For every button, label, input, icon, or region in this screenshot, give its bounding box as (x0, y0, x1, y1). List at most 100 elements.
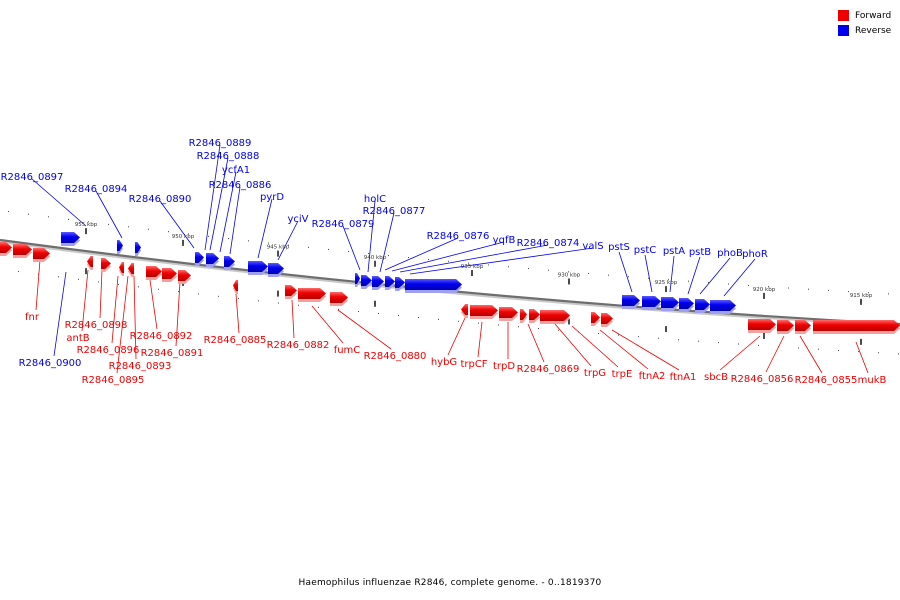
gene-label[interactable]: R2846_0882 (267, 340, 330, 351)
forward-gene[interactable] (520, 309, 527, 320)
gene-label[interactable]: pstA (663, 246, 685, 257)
gene-label[interactable]: R2846_0898 (65, 320, 128, 331)
gene-label[interactable]: R2846_0888 (197, 151, 260, 162)
forward-gene[interactable] (540, 310, 570, 321)
gene-label[interactable]: trpD (493, 361, 515, 372)
reverse-gene[interactable] (206, 253, 219, 264)
reverse-gene[interactable] (710, 300, 736, 311)
gene-label[interactable]: R2846_0885 (204, 335, 267, 346)
leader-line (209, 157, 229, 251)
reverse-gene[interactable] (117, 240, 123, 251)
reverse-gene[interactable] (361, 275, 372, 286)
gene-label[interactable]: holC (364, 194, 386, 205)
forward-gene[interactable] (162, 268, 177, 279)
reverse-gene[interactable] (695, 299, 710, 310)
gene-label[interactable]: R2846_0894 (65, 184, 128, 195)
gene-label[interactable]: R2846_0889 (189, 138, 252, 149)
gene-label[interactable]: R2846_0880 (364, 351, 427, 362)
gene-label[interactable]: R2846_0869 (517, 364, 580, 375)
gene-label[interactable]: trpCF (460, 359, 487, 370)
frame-dot (828, 289, 829, 291)
forward-gene[interactable] (87, 256, 93, 267)
gene-label[interactable]: pstB (689, 247, 711, 258)
frame-dot (648, 277, 649, 279)
gene-label[interactable]: trpE (612, 369, 633, 380)
reverse-gene[interactable] (372, 276, 384, 287)
reverse-gene[interactable] (355, 273, 360, 284)
forward-gene[interactable] (499, 307, 518, 318)
forward-gene[interactable] (529, 309, 540, 320)
forward-gene[interactable] (813, 320, 900, 331)
forward-gene[interactable] (461, 304, 468, 315)
forward-gene[interactable] (101, 258, 111, 269)
frame-dot (728, 283, 729, 285)
forward-gene[interactable] (128, 263, 134, 274)
gene-label[interactable]: fnr (25, 312, 40, 323)
gene-label[interactable]: R2846_0892 (130, 331, 193, 342)
forward-gene[interactable] (591, 312, 600, 323)
forward-gene[interactable] (0, 242, 12, 253)
gene-label[interactable]: R2846_0879 (312, 219, 375, 230)
reverse-gene[interactable] (268, 263, 284, 274)
frame-dot (18, 271, 19, 273)
gene-label[interactable]: pstS (608, 242, 630, 253)
forward-gene[interactable] (298, 288, 326, 299)
gene-label[interactable]: R2846_0874 (517, 238, 580, 249)
gene-label[interactable]: R2846_0893 (109, 361, 172, 372)
forward-gene[interactable] (330, 292, 348, 303)
gene-label[interactable]: R2846_0877 (363, 206, 426, 217)
gene-label[interactable]: R2846_0886 (209, 180, 272, 191)
forward-gene[interactable] (601, 313, 613, 324)
leader-line (571, 325, 619, 368)
forward-gene[interactable] (285, 285, 297, 296)
forward-gene[interactable] (795, 320, 811, 331)
forward-gene[interactable] (33, 248, 50, 259)
gene-label[interactable]: fumC (334, 345, 361, 356)
forward-gene[interactable] (178, 270, 191, 281)
gene-label[interactable]: yciV (287, 214, 308, 225)
gene-label[interactable]: R2846_0856 (731, 374, 794, 385)
forward-gene[interactable] (470, 305, 498, 316)
gene-label[interactable]: R2846_0896 (77, 345, 140, 356)
forward-gene[interactable] (777, 320, 794, 331)
forward-gene[interactable] (13, 244, 32, 255)
leader-line (447, 317, 466, 356)
gene-label[interactable]: mukB (858, 375, 887, 386)
reverse-gene[interactable] (642, 296, 661, 307)
reverse-gene[interactable] (679, 298, 694, 309)
reverse-gene[interactable] (385, 276, 395, 287)
gene-label[interactable]: ftnA2 (639, 371, 666, 382)
gene-label[interactable]: ftnA1 (670, 372, 697, 383)
reverse-gene[interactable] (248, 261, 268, 272)
gene-label[interactable]: ycfA1 (222, 165, 250, 176)
reverse-gene[interactable] (224, 256, 235, 267)
reverse-gene[interactable] (405, 279, 462, 290)
gene-label[interactable]: valS (582, 241, 603, 252)
gene-label[interactable]: phoR (742, 249, 768, 260)
gene-label[interactable]: R2846_0895 (82, 375, 145, 386)
gene-label[interactable]: yqfB (493, 235, 516, 246)
reverse-gene[interactable] (61, 232, 80, 243)
forward-gene[interactable] (119, 262, 124, 273)
gene-label[interactable]: hybG (431, 357, 457, 368)
reverse-gene[interactable] (195, 252, 204, 263)
reverse-gene[interactable] (622, 295, 640, 306)
gene-label[interactable]: R2846_0891 (141, 348, 204, 359)
gene-label[interactable]: pyrD (260, 192, 284, 203)
reverse-gene[interactable] (135, 242, 141, 253)
gene-label[interactable]: R2846_0876 (427, 231, 490, 242)
gene-label[interactable]: R2846_0897 (1, 172, 64, 183)
forward-gene[interactable] (146, 266, 162, 277)
gene-label[interactable]: R2846_0900 (19, 358, 82, 369)
gene-label[interactable]: phoB (717, 248, 743, 259)
reverse-gene[interactable] (661, 297, 679, 308)
gene-label[interactable]: sbcB (704, 372, 728, 383)
forward-gene[interactable] (748, 319, 776, 330)
gene-label[interactable]: antB (66, 333, 89, 344)
reverse-gene[interactable] (395, 277, 405, 288)
gene-label[interactable]: R2846_0855 (795, 375, 858, 386)
gene-label[interactable]: R2846_0890 (129, 194, 192, 205)
gene-label[interactable]: pstC (634, 245, 656, 256)
forward-gene[interactable] (233, 280, 238, 291)
gene-label[interactable]: trpG (584, 368, 606, 379)
